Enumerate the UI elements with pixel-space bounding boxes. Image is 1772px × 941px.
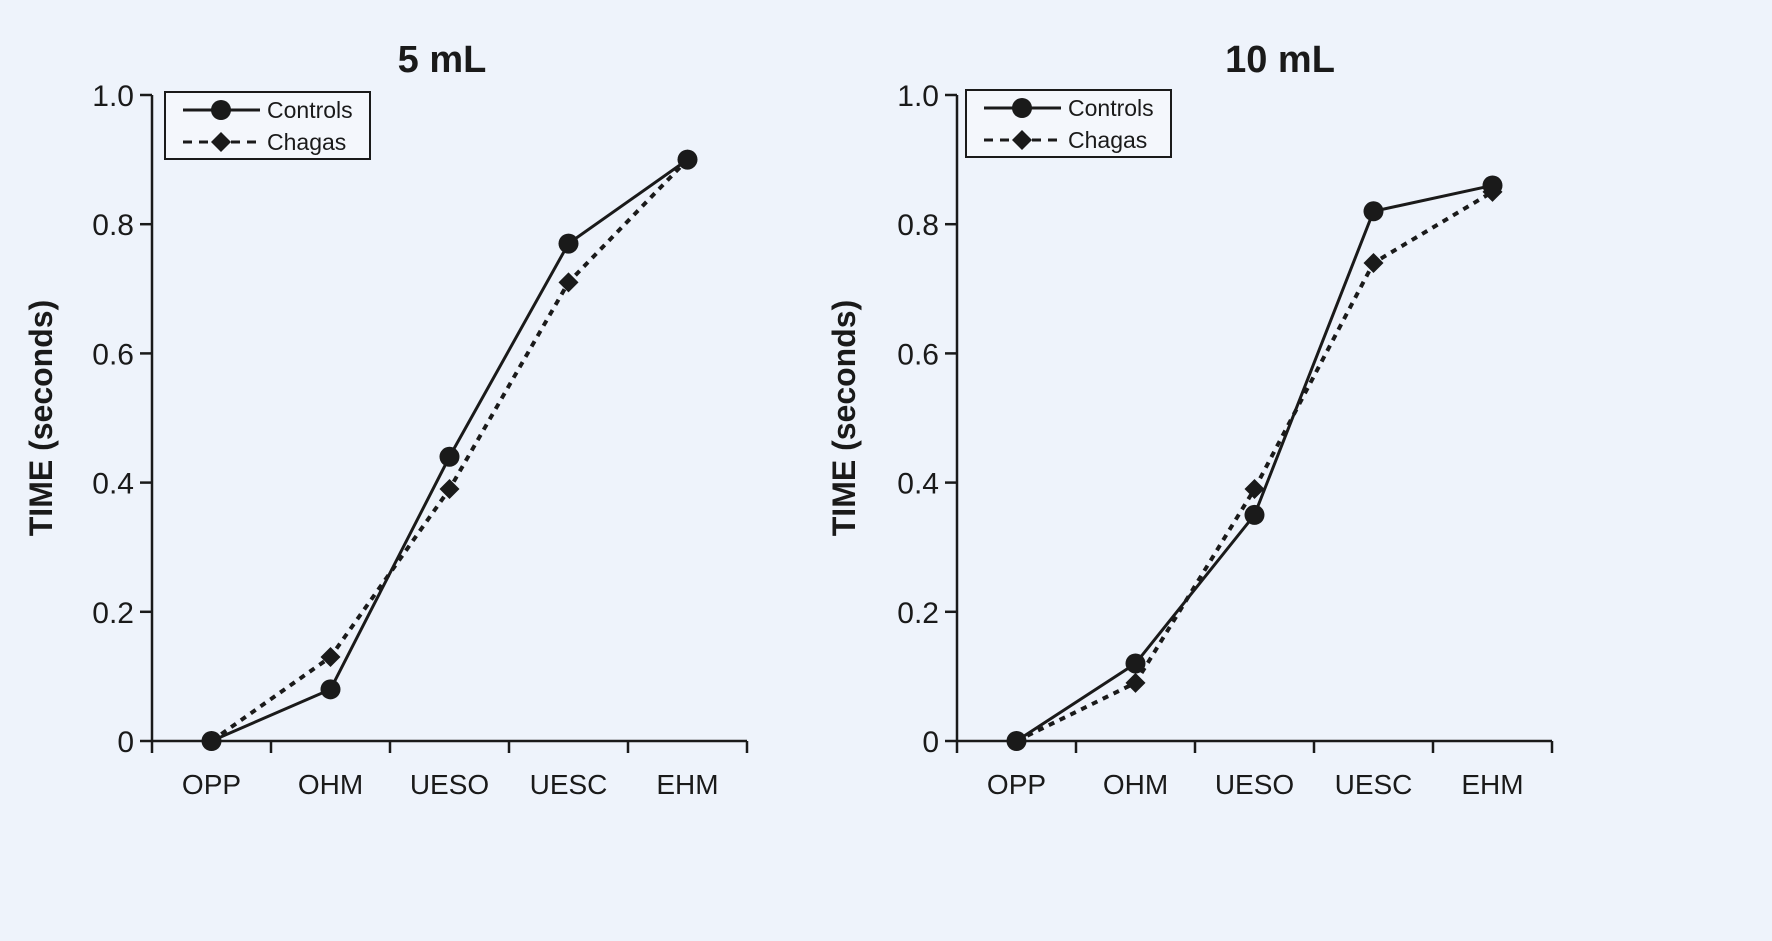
data-point-controls bbox=[1006, 731, 1027, 751]
data-point-controls bbox=[320, 679, 341, 700]
x-tick-label: OPP bbox=[987, 769, 1046, 800]
y-axis-label: TIME (seconds) bbox=[826, 300, 862, 536]
y-tick-label: 0.8 bbox=[897, 209, 939, 242]
x-tick-label: UESO bbox=[1215, 769, 1294, 800]
legend-box bbox=[164, 91, 371, 160]
x-tick-label: EHM bbox=[1461, 769, 1523, 800]
legend-label-controls: Controls bbox=[1068, 95, 1154, 121]
legend-label-chagas: Chagas bbox=[1068, 127, 1147, 153]
x-tick-label: OHM bbox=[298, 769, 363, 800]
chart-title: 10 mL bbox=[1225, 39, 1335, 81]
legend: Controls Chagas bbox=[965, 89, 1172, 158]
series-controls bbox=[1006, 175, 1503, 751]
y-tick-label: 0.6 bbox=[92, 338, 134, 371]
legend-label-controls: Controls bbox=[267, 97, 353, 123]
data-point-chagas bbox=[558, 272, 579, 293]
legend-box bbox=[965, 89, 1172, 158]
legend: Controls Chagas bbox=[164, 91, 371, 160]
data-point-controls bbox=[558, 233, 579, 254]
x-tick-label: UESO bbox=[410, 769, 489, 800]
y-tick-label: 0 bbox=[117, 726, 134, 759]
legend-marker-chagas bbox=[211, 132, 231, 152]
chart-title: 5 mL bbox=[398, 39, 487, 81]
data-point-controls bbox=[677, 149, 698, 170]
x-tick-label: UESC bbox=[530, 769, 608, 800]
data-point-chagas bbox=[1363, 252, 1384, 273]
legend-label-chagas: Chagas bbox=[267, 129, 346, 155]
data-point-controls bbox=[439, 446, 460, 467]
y-axis-label: TIME (seconds) bbox=[23, 300, 59, 536]
data-point-controls bbox=[1482, 175, 1503, 196]
y-tick-label: 0.6 bbox=[897, 338, 939, 371]
chart-panel-10ml: 10 mL TIME (seconds) 0 0.2 0.4 0.6 0.8 1.0 OPP OH… bbox=[826, 39, 1554, 800]
data-point-chagas bbox=[439, 479, 460, 500]
y-tick-label: 0.4 bbox=[92, 468, 134, 501]
data-point-controls bbox=[1363, 201, 1384, 222]
data-point-controls bbox=[1125, 653, 1146, 674]
y-tick-label: 0.4 bbox=[897, 468, 939, 501]
data-point-controls bbox=[1244, 504, 1265, 525]
y-tick-label: 0.2 bbox=[92, 597, 134, 630]
series-controls bbox=[201, 149, 698, 751]
series-chagas bbox=[1006, 181, 1503, 751]
data-point-controls bbox=[201, 731, 222, 751]
data-point-chagas bbox=[1244, 479, 1265, 500]
legend-marker-controls bbox=[1012, 98, 1032, 118]
series-line-chagas bbox=[1015, 190, 1494, 743]
data-point-chagas bbox=[1125, 672, 1146, 693]
chart-panel-5ml: 5 mL TIME (seconds) 0 0.2 0.4 0.6 0.8 1.0 OPP OHM… bbox=[23, 39, 749, 800]
y-tick-label: 1.0 bbox=[92, 80, 134, 113]
legend-marker-controls bbox=[211, 100, 231, 120]
y-tick-label: 0.2 bbox=[897, 597, 939, 630]
y-tick-label: 1.0 bbox=[897, 80, 939, 113]
x-tick-label: OPP bbox=[182, 769, 241, 800]
x-tick-label: OHM bbox=[1103, 769, 1168, 800]
y-tick-label: 0 bbox=[922, 726, 939, 759]
series-line-controls bbox=[1015, 183, 1493, 743]
data-point-chagas bbox=[320, 647, 341, 668]
x-tick-label: EHM bbox=[656, 769, 718, 800]
legend-marker-chagas bbox=[1012, 130, 1032, 150]
x-tick-label: UESC bbox=[1335, 769, 1413, 800]
y-tick-label: 0.8 bbox=[92, 209, 134, 242]
